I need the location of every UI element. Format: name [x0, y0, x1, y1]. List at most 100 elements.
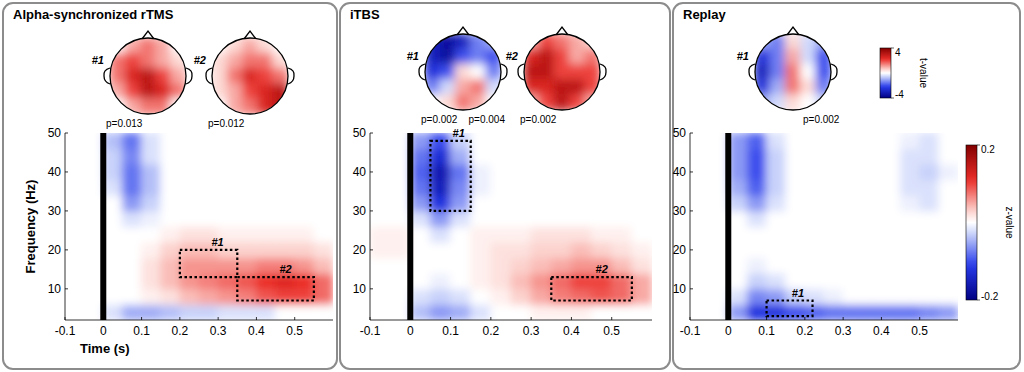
heatmap-cell [824, 257, 844, 274]
heatmap-cell [591, 133, 612, 149]
y-tick [370, 249, 373, 250]
heatmap-cell [122, 133, 142, 149]
heatmap-cell [824, 273, 844, 290]
x-tick [179, 317, 180, 320]
topo-cell [485, 34, 501, 50]
x-tick-label: 0.1 [442, 324, 459, 338]
topo-cell [242, 68, 258, 84]
heatmap-cell [766, 288, 786, 305]
heatmap-cell [470, 226, 491, 243]
heatmap-cell [804, 195, 824, 212]
heatmap-cell [824, 164, 844, 181]
heatmap-cell [511, 195, 532, 212]
head-outline [110, 38, 186, 114]
heatmap-cell [862, 210, 882, 227]
colorbar-scale [880, 48, 891, 98]
topo-cell [140, 83, 156, 99]
heatmap-cell [531, 226, 552, 243]
panel: Replay#1-0.100.10.20.30.40.51020304050#1… [673, 3, 1020, 369]
heatmap-cell [591, 304, 612, 320]
head-outline [755, 34, 831, 110]
heatmap-cell [900, 304, 920, 320]
topo-cell [125, 53, 141, 69]
heatmap-cell [862, 179, 882, 196]
y-axis-label: Frequency (Hz) [23, 180, 38, 274]
topo-cell [485, 79, 501, 95]
heatmap-cell [256, 179, 276, 196]
heatmap-cell [900, 257, 920, 274]
heatmap-cell [370, 148, 391, 165]
topo-cell [440, 34, 456, 50]
heatmap-cell [275, 148, 295, 165]
heatmap-cell [690, 133, 710, 149]
heatmap-cell [141, 257, 161, 274]
heatmap-cell [511, 273, 532, 290]
heatmap-cell [862, 273, 882, 290]
heatmap-cell [218, 273, 238, 290]
topo-cell [440, 94, 456, 110]
heatmap-cell [843, 148, 863, 165]
heatmap-cell [490, 164, 511, 181]
colorbar-tick [977, 145, 980, 146]
topo-cell [125, 83, 141, 99]
topo-cell [212, 53, 228, 69]
topo-cell [524, 34, 540, 50]
head-ear [186, 68, 192, 84]
heatmap-cell [470, 179, 491, 196]
heatmap-cell [531, 195, 552, 212]
topo-cell [755, 79, 771, 95]
window-box [767, 301, 813, 317]
heatmap-cell [237, 148, 257, 165]
heatmap-cell [450, 179, 471, 196]
heatmap-cell [919, 226, 939, 243]
y-tick [370, 210, 373, 211]
topo-cell [272, 53, 288, 69]
topo-cell [470, 64, 486, 80]
topo-cell [272, 83, 288, 99]
x-tick [571, 317, 572, 320]
heatmap-cell [160, 226, 180, 243]
x-tick [65, 317, 66, 320]
x-tick-label: -0.1 [55, 324, 76, 338]
window-label: #1 [453, 127, 465, 139]
y-tick-label: 50 [673, 126, 687, 140]
colorbar: 4-4t-value [880, 47, 929, 100]
heatmap-cell [430, 226, 451, 243]
heatmap-cell [843, 273, 863, 290]
heatmap-cell [611, 304, 632, 320]
p-value: p=0.002 [421, 114, 458, 125]
heatmap-cell [591, 273, 612, 290]
heatmap-cell [470, 242, 491, 259]
topo-cell [785, 49, 801, 65]
heatmap-cell [690, 288, 710, 305]
heatmap-cell [430, 195, 451, 212]
heatmap [370, 133, 652, 320]
window-label: #1 [792, 287, 804, 299]
heatmap-cell [551, 164, 572, 181]
topo-cell [470, 34, 486, 50]
heatmap-cell [430, 273, 451, 290]
heatmap-cell [430, 148, 451, 165]
topo-cell [227, 68, 243, 84]
heatmap-cell [551, 210, 572, 227]
heatmap-cell [919, 148, 939, 165]
x-tick-label: 0.5 [286, 324, 303, 338]
topo-cell [539, 34, 555, 50]
heatmap-cell [862, 242, 882, 259]
heatmap-cell [611, 242, 632, 259]
heatmap-cell [551, 273, 572, 290]
head-ear [501, 64, 507, 80]
y-axis [65, 133, 66, 320]
heatmap-cell [938, 148, 958, 165]
heatmap-cell [785, 195, 805, 212]
heatmap-cell [900, 210, 920, 227]
x-tick [804, 317, 805, 320]
heatmap-cell [881, 242, 901, 259]
head-ear [831, 64, 837, 80]
p-value: p=0.012 [208, 118, 245, 129]
heatmap-cell [611, 179, 632, 196]
heatmap-cell [256, 242, 276, 259]
colorbar: 0.2-0.2z-value [966, 144, 1015, 302]
heatmap-cell [785, 226, 805, 243]
topo-cell [455, 79, 471, 95]
